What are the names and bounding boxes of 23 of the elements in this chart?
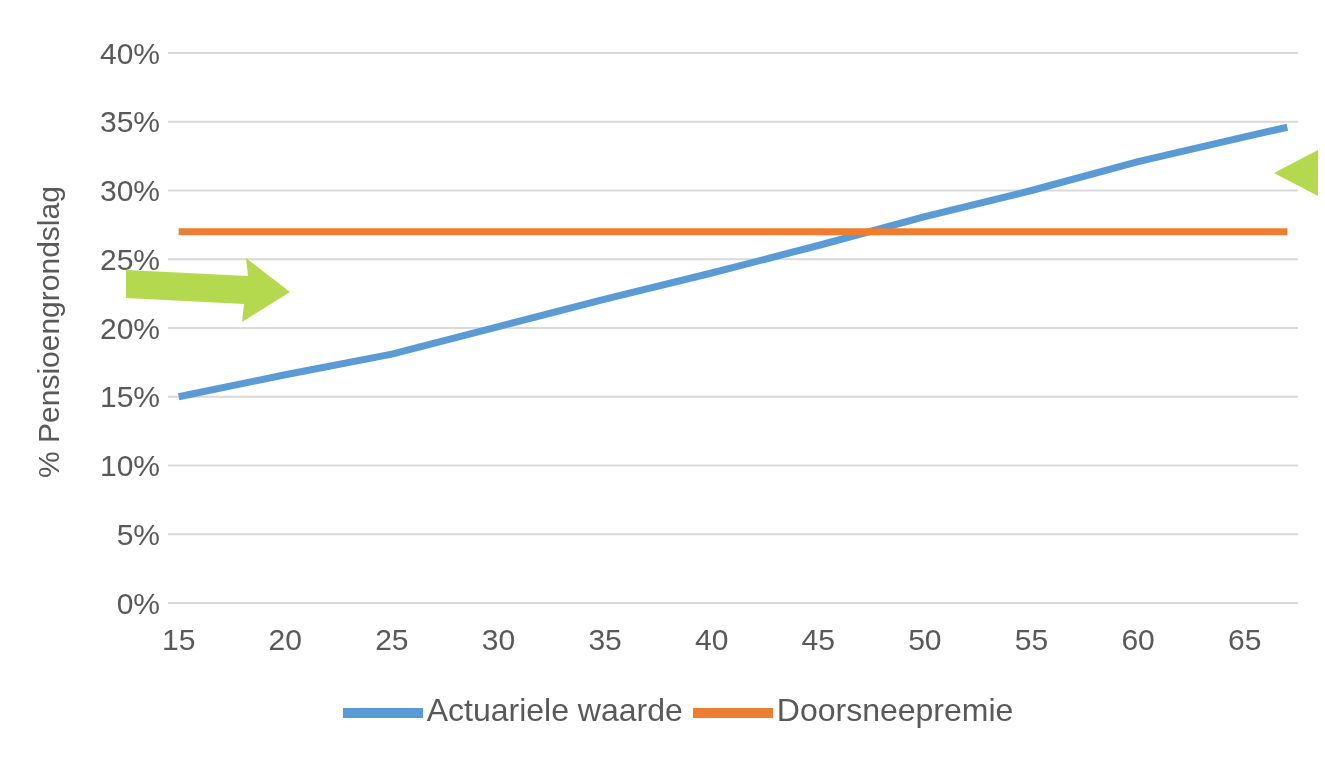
y-tick-label: 35% [99,105,160,139]
y-tick-label: 5% [116,517,160,551]
legend-label: Doorsneepremie [776,692,1014,729]
y-tick-label: 30% [99,174,160,208]
x-tick-label: 15 [161,623,196,657]
y-tick-label: 10% [99,449,160,483]
x-tick-label: 45 [801,623,835,657]
y-axis-title: % Pensioengrondslag [31,186,65,478]
x-tick-label: 55 [1014,623,1049,657]
y-tick-label: 20% [99,311,160,345]
y-tick-label: 15% [99,380,160,414]
x-tick-label: 40 [694,623,729,657]
y-tick-label: 25% [99,242,160,276]
x-tick-label: 20 [268,623,302,657]
x-tick-label: 50 [908,623,942,657]
y-tick-label: 40% [99,36,160,70]
legend-label: Actuariele waarde [426,692,683,729]
x-tick-label: 35 [588,623,622,657]
y-tick-label: 0% [116,586,160,620]
x-tick-label: 65 [1228,623,1262,657]
x-tick-label: 25 [375,623,409,657]
x-tick-label: 30 [481,623,516,657]
x-tick-label: 60 [1121,623,1155,657]
